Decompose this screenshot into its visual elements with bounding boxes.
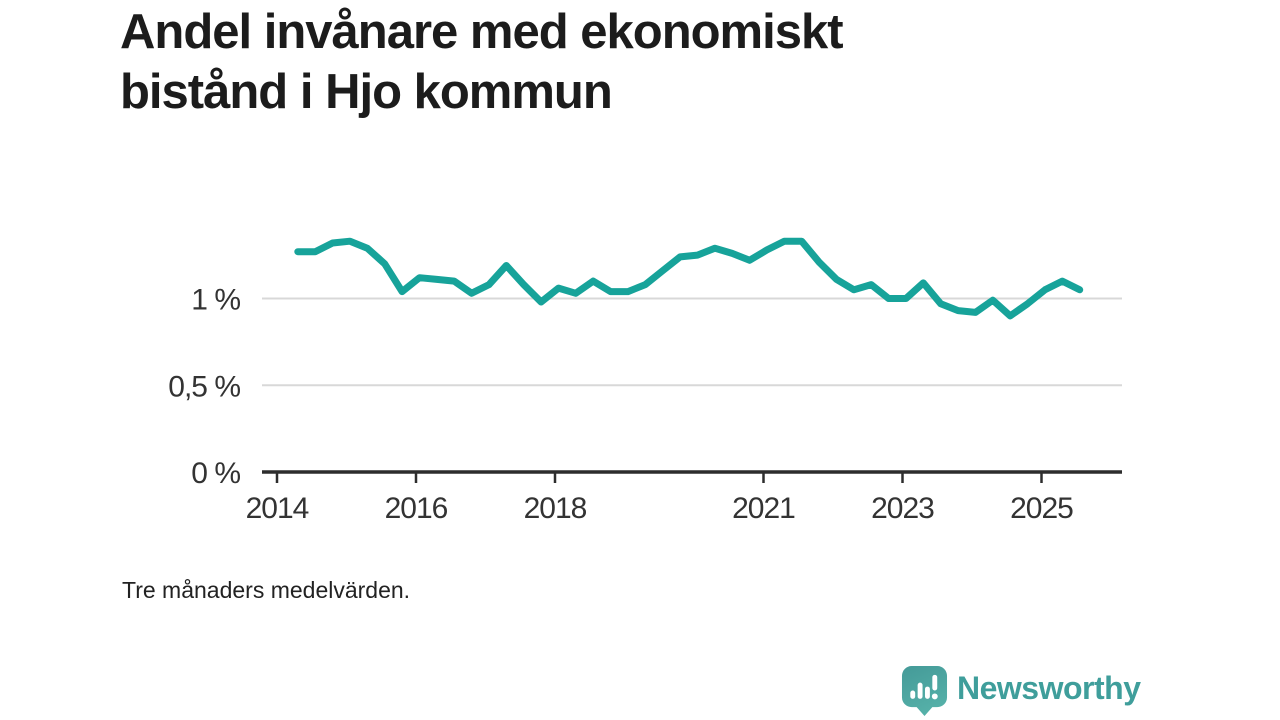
page-title: Andel invånare med ekonomiskt bistånd i … (120, 2, 1080, 122)
chart-footnote: Tre månaders medelvärden. (122, 577, 411, 603)
bar-chart-bar-mid (924, 686, 930, 699)
newsworthy-speech-bubble-chart-icon (901, 666, 948, 716)
x-tick-label: 2025 (1010, 492, 1073, 525)
y-tick-label: 1 % (191, 284, 240, 317)
exclamation-mark-stem (932, 674, 938, 691)
x-tick-label: 2018 (524, 492, 587, 525)
y-tick-label: 0,5 % (168, 370, 240, 403)
data-line-series (294, 237, 1084, 320)
bar-chart-bar-short (910, 690, 916, 699)
exclamation-mark-dot (931, 693, 938, 700)
speech-bubble-shape (901, 666, 948, 716)
bar-chart-bar-tall (917, 682, 923, 699)
x-tick-label: 2014 (246, 492, 309, 525)
x-tick-label: 2023 (871, 492, 934, 525)
x-tick-label: 2016 (385, 492, 448, 525)
y-tick-label: 0 % (191, 457, 240, 490)
brand-name: Newsworthy (957, 670, 1141, 706)
page-title-line-1: Andel invånare med ekonomiskt (120, 5, 844, 59)
page-title-line-2: bistånd i Hjo kommun (120, 65, 613, 119)
x-tick-label: 2021 (732, 492, 795, 525)
